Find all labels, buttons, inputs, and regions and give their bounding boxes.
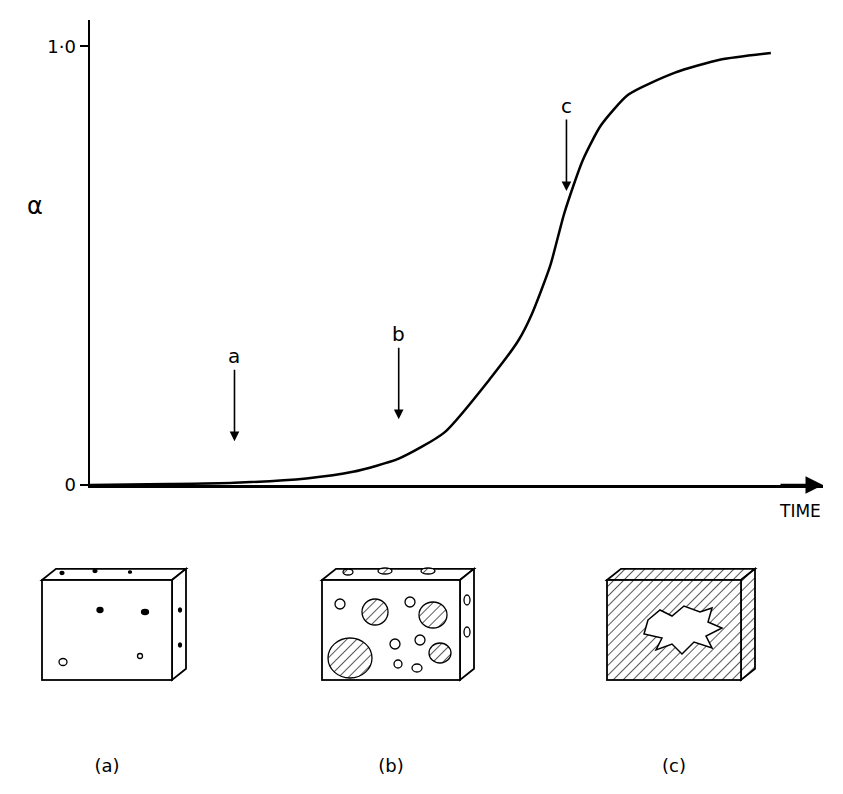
svg-text:(a): (a): [94, 755, 119, 776]
svg-text:1·0: 1·0: [47, 36, 76, 57]
svg-text:0: 0: [64, 474, 75, 495]
svg-text:a: a: [228, 344, 240, 368]
svg-text:(c): (c): [662, 755, 686, 776]
svg-text:c: c: [561, 94, 572, 118]
svg-text:b: b: [392, 322, 405, 346]
svg-text:α: α: [27, 192, 43, 220]
svg-text:TIME: TIME: [779, 501, 821, 521]
svg-text:(b): (b): [378, 755, 403, 776]
